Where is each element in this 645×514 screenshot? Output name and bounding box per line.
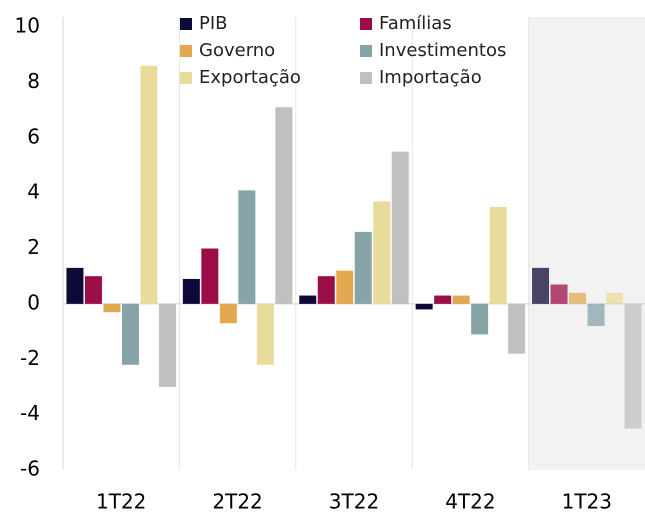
bar — [103, 303, 121, 313]
legend-swatch — [180, 72, 192, 84]
y-tick-label: 0 — [27, 290, 40, 314]
x-tick-label: 2T22 — [212, 490, 262, 514]
y-tick-label: 4 — [27, 180, 40, 204]
bar — [550, 284, 568, 304]
bar — [624, 303, 642, 429]
bar — [182, 278, 200, 304]
bar — [140, 65, 158, 304]
bar — [201, 248, 219, 304]
y-tick-label: -4 — [20, 401, 40, 425]
bar — [471, 303, 489, 335]
legend-swatch — [180, 45, 192, 57]
bar — [415, 303, 433, 310]
bar — [121, 303, 139, 365]
legend-swatch — [360, 18, 372, 30]
x-tick-label: 1T23 — [562, 490, 612, 514]
legend-label: Importação — [379, 67, 482, 88]
legend-label: PIB — [199, 13, 228, 34]
bar — [532, 267, 550, 304]
bar — [66, 267, 84, 304]
bar — [256, 303, 274, 365]
bar — [434, 295, 452, 304]
legend-label: Investimentos — [379, 40, 506, 61]
bar — [391, 151, 409, 304]
bar — [275, 107, 293, 304]
legend-label: Exportação — [199, 67, 301, 88]
y-tick-label: 2 — [27, 235, 40, 259]
bar — [373, 201, 391, 304]
x-tick-label: 3T22 — [329, 490, 379, 514]
legend-swatch — [360, 45, 372, 57]
bar — [219, 303, 237, 324]
bar — [238, 190, 256, 304]
bar — [587, 303, 605, 327]
bar — [299, 295, 317, 304]
bar — [336, 270, 354, 304]
bar — [606, 292, 624, 304]
bar — [569, 292, 587, 304]
bar — [354, 231, 372, 304]
y-tick-label: -6 — [20, 457, 40, 481]
bar — [489, 206, 507, 304]
legend-label: Governo — [199, 40, 275, 61]
y-tick-label: 8 — [27, 69, 40, 93]
bar — [317, 276, 335, 304]
x-tick-label: 1T22 — [96, 490, 146, 514]
bar — [158, 303, 176, 387]
bar — [452, 295, 470, 304]
legend-swatch — [360, 72, 372, 84]
legend-label: Famílias — [379, 13, 452, 34]
y-tick-label: -2 — [20, 346, 40, 370]
y-tick-label: 10 — [15, 14, 40, 38]
legend-swatch — [180, 18, 192, 30]
bar — [84, 276, 102, 304]
bar — [508, 303, 526, 354]
x-tick-label: 4T22 — [445, 490, 495, 514]
y-tick-label: 6 — [27, 124, 40, 148]
